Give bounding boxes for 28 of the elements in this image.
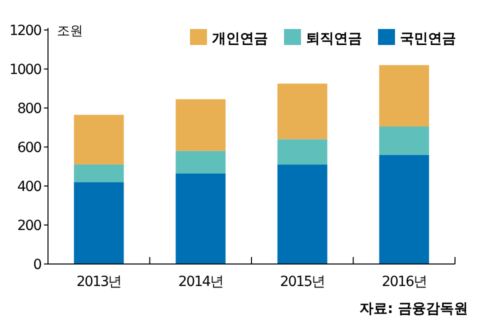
y-tick-label: 200 xyxy=(17,218,42,234)
y-tick-label: 1200 xyxy=(9,23,42,39)
bar xyxy=(379,154,430,264)
bar xyxy=(176,173,226,264)
legend-label: 국민연금 xyxy=(400,31,456,47)
bar xyxy=(176,99,226,151)
bar xyxy=(74,164,124,182)
x-tick-label: 2016년 xyxy=(382,274,426,290)
bar xyxy=(379,126,430,155)
y-tick-label: 600 xyxy=(17,140,42,156)
bar xyxy=(74,182,124,264)
y-tick-label: 0 xyxy=(33,257,42,273)
y-tick-label: 1000 xyxy=(9,62,42,78)
x-tick-label: 2013년 xyxy=(76,274,122,290)
y-axis-title: 조원 xyxy=(57,24,83,39)
bar xyxy=(379,65,430,127)
legend-label: 개인연금 xyxy=(212,31,268,47)
x-tick-label: 2014년 xyxy=(178,274,223,290)
bar xyxy=(277,84,328,140)
bar xyxy=(277,139,328,165)
y-tick-label: 800 xyxy=(17,101,42,117)
bar xyxy=(176,150,226,174)
text: 자료: 금융감독원 xyxy=(360,301,468,317)
legend-label: 퇴직연금 xyxy=(306,31,362,47)
y-tick-label: 400 xyxy=(17,179,42,195)
x-tick-label: 2015년 xyxy=(280,274,325,290)
bar xyxy=(74,114,124,165)
bar xyxy=(277,164,328,264)
